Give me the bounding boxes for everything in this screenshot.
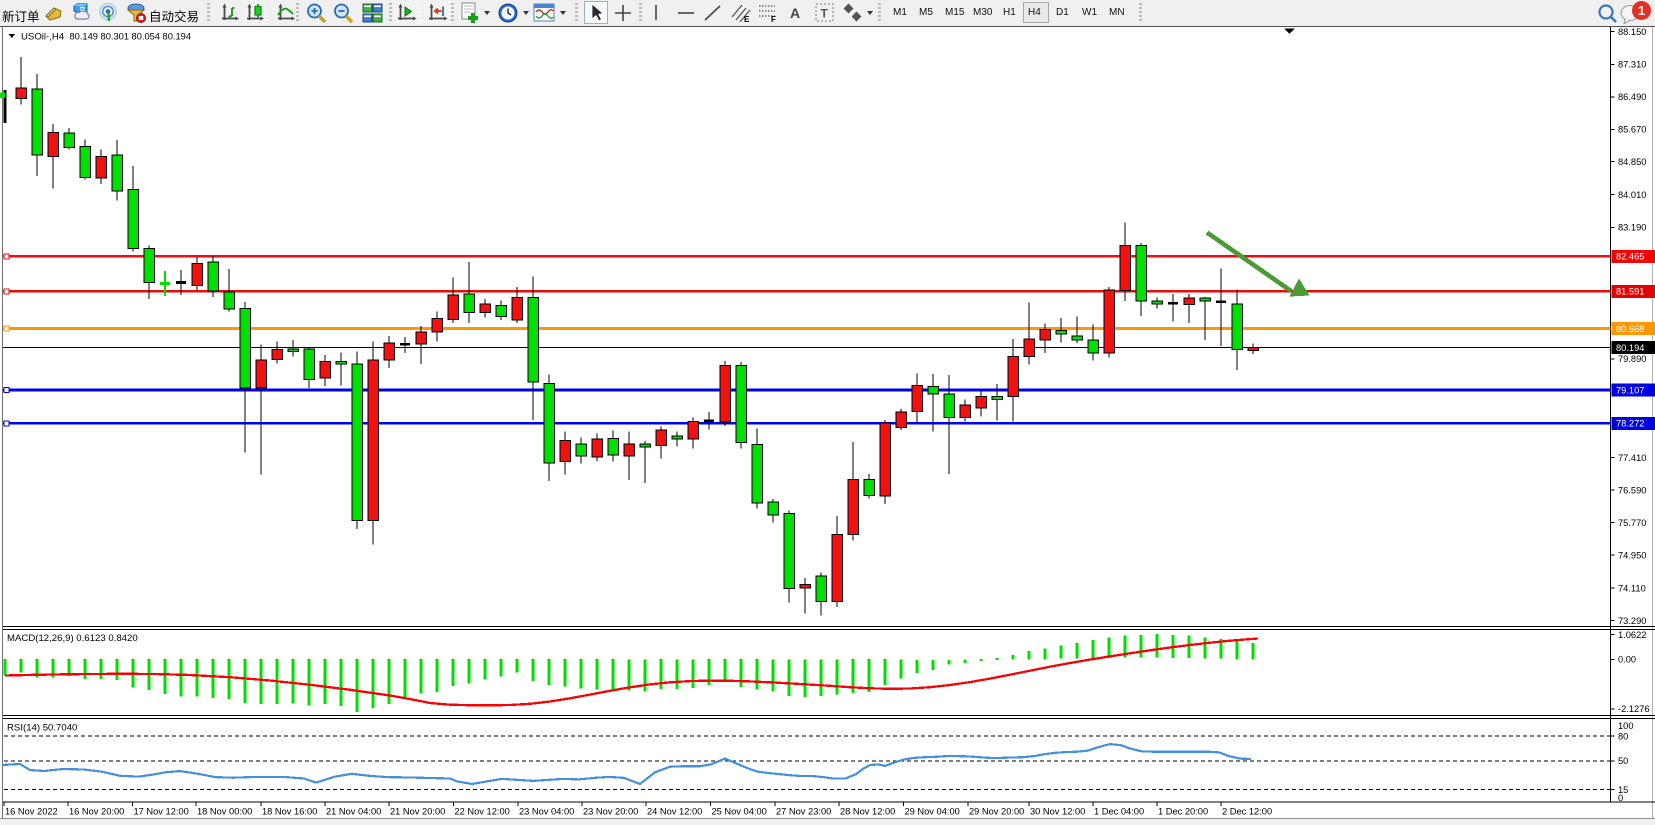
svg-text:0: 0 xyxy=(1618,793,1623,803)
svg-text:29 Nov 04:00: 29 Nov 04:00 xyxy=(905,807,960,817)
svg-text:80: 80 xyxy=(1618,732,1628,742)
svg-text:24 Nov 12:00: 24 Nov 12:00 xyxy=(647,807,702,817)
svg-text:83.190: 83.190 xyxy=(1618,223,1646,233)
svg-text:28 Nov 12:00: 28 Nov 12:00 xyxy=(840,807,895,817)
svg-text:21 Nov 04:00: 21 Nov 04:00 xyxy=(326,807,381,817)
svg-text:-2.1276: -2.1276 xyxy=(1618,704,1650,714)
svg-text:74.110: 74.110 xyxy=(1618,583,1646,593)
svg-text:80.194: 80.194 xyxy=(1616,343,1644,353)
svg-text:25 Nov 04:00: 25 Nov 04:00 xyxy=(712,807,767,817)
svg-text:100: 100 xyxy=(1618,721,1634,731)
svg-text:MACD(12,26,9) 0.6123 0.8420: MACD(12,26,9) 0.6123 0.8420 xyxy=(7,633,138,644)
svg-text:27 Nov 23:00: 27 Nov 23:00 xyxy=(776,807,831,817)
svg-text:16 Nov 20:00: 16 Nov 20:00 xyxy=(69,807,124,817)
svg-text:79.890: 79.890 xyxy=(1618,354,1646,364)
svg-text:USOil-,H4: USOil-,H4 xyxy=(21,32,65,43)
svg-text:RSI(14) 50.7040: RSI(14) 50.7040 xyxy=(7,723,77,734)
svg-text:77.410: 77.410 xyxy=(1618,453,1646,463)
svg-text:1 Dec 20:00: 1 Dec 20:00 xyxy=(1158,807,1208,817)
svg-text:F: F xyxy=(771,15,776,23)
svg-text:80.668: 80.668 xyxy=(1616,324,1644,334)
svg-text:T: T xyxy=(821,7,829,21)
svg-text:0.00: 0.00 xyxy=(1618,655,1636,665)
svg-text:84.010: 84.010 xyxy=(1618,190,1646,200)
svg-text:21 Nov 20:00: 21 Nov 20:00 xyxy=(390,807,445,817)
svg-text:79.107: 79.107 xyxy=(1616,385,1644,395)
svg-text:87.310: 87.310 xyxy=(1618,60,1646,70)
svg-text:E: E xyxy=(744,15,750,23)
svg-text:50: 50 xyxy=(1618,756,1628,766)
svg-text:78.272: 78.272 xyxy=(1616,419,1644,429)
svg-text:74.950: 74.950 xyxy=(1618,550,1646,560)
svg-text:23 Nov 20:00: 23 Nov 20:00 xyxy=(583,807,638,817)
svg-text:29 Nov 20:00: 29 Nov 20:00 xyxy=(969,807,1024,817)
svg-text:85.670: 85.670 xyxy=(1618,125,1646,135)
svg-text:16 Nov 2022: 16 Nov 2022 xyxy=(5,807,58,817)
svg-text:22 Nov 12:00: 22 Nov 12:00 xyxy=(455,807,510,817)
svg-text:1.0622: 1.0622 xyxy=(1618,630,1646,640)
svg-text:30 Nov 12:00: 30 Nov 12:00 xyxy=(1030,807,1085,817)
svg-text:80.149 80.301 80.054 80.194: 80.149 80.301 80.054 80.194 xyxy=(70,32,192,42)
svg-text:81.591: 81.591 xyxy=(1616,287,1644,297)
svg-text:2 Dec 12:00: 2 Dec 12:00 xyxy=(1222,807,1272,817)
svg-text:17 Nov 12:00: 17 Nov 12:00 xyxy=(134,807,189,817)
svg-text:23 Nov 04:00: 23 Nov 04:00 xyxy=(519,807,574,817)
svg-text:75.770: 75.770 xyxy=(1618,518,1646,528)
svg-text:86.490: 86.490 xyxy=(1618,92,1646,102)
svg-text:18 Nov 00:00: 18 Nov 00:00 xyxy=(197,807,252,817)
svg-text:82.465: 82.465 xyxy=(1616,252,1644,262)
svg-text:88.150: 88.150 xyxy=(1618,27,1646,37)
svg-text:18 Nov 16:00: 18 Nov 16:00 xyxy=(262,807,317,817)
svg-text:84.850: 84.850 xyxy=(1618,157,1646,167)
svg-text:1 Dec 04:00: 1 Dec 04:00 xyxy=(1094,807,1144,817)
svg-text:73.290: 73.290 xyxy=(1618,616,1646,626)
svg-text:15: 15 xyxy=(1618,785,1628,795)
svg-text:76.590: 76.590 xyxy=(1618,485,1646,495)
